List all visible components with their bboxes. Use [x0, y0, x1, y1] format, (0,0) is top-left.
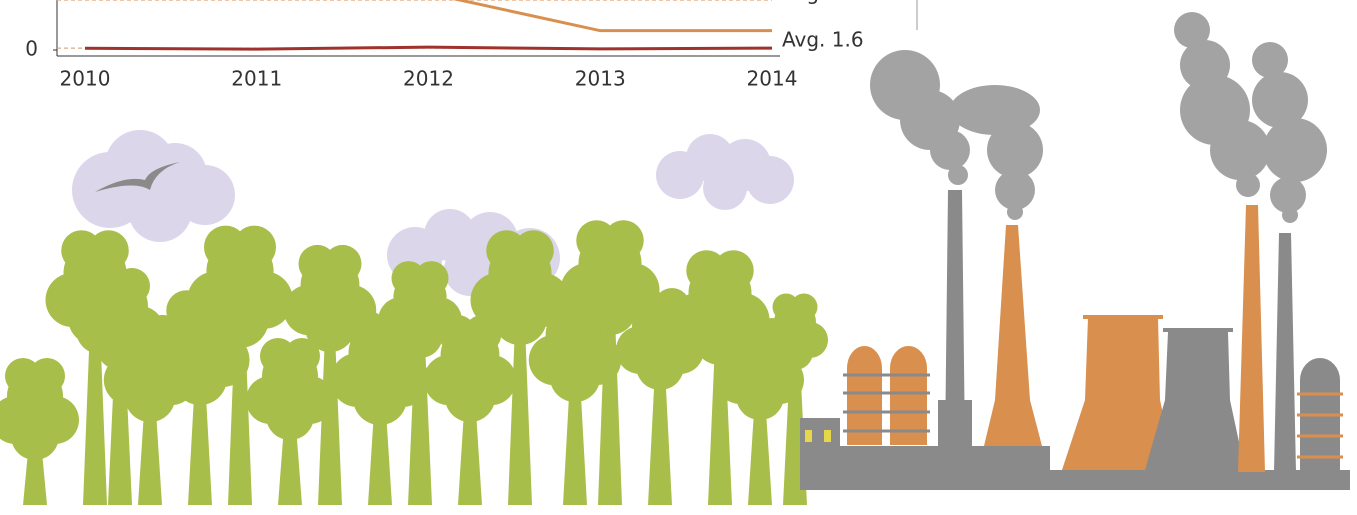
tree-canopy [444, 371, 496, 422]
tree-canopy [414, 261, 449, 296]
tree-canopy [583, 281, 637, 335]
y-tick-label: 0 [25, 37, 38, 61]
tree-trunk [108, 330, 132, 505]
tree-canopy [304, 301, 356, 352]
tree [470, 230, 570, 505]
tree-canopy [96, 322, 144, 370]
x-tick-label: 2011 [231, 67, 282, 91]
tree-canopy [777, 334, 813, 370]
tree [283, 244, 377, 505]
smoke [870, 12, 1327, 223]
tree-canopy [323, 244, 362, 283]
average-label: Avg. 43.8 [782, 0, 876, 5]
series-line [452, 0, 772, 33]
tree-canopy [493, 291, 547, 345]
tree-trunk [228, 300, 252, 505]
tree-canopy [211, 290, 269, 349]
tree-canopy [232, 225, 276, 269]
series-line [84, 45, 773, 51]
tree-canopy [603, 220, 644, 261]
bird [95, 162, 180, 192]
tree [187, 225, 293, 505]
average-label: Avg. 1.6 [782, 28, 864, 52]
tree [330, 310, 430, 505]
tree-canopy [88, 230, 129, 271]
tree-canopy [173, 351, 227, 405]
tree-canopy [114, 268, 150, 304]
illustration [0, 12, 1350, 505]
tree [0, 358, 79, 505]
tree-canopy [713, 250, 754, 291]
tree-canopy [736, 372, 784, 420]
tree-canopy [549, 351, 601, 402]
tree-canopy [29, 358, 65, 394]
tree-trunk [598, 290, 622, 505]
tree-canopy [11, 412, 59, 460]
x-tick-label: 2012 [403, 67, 454, 91]
tree-trunk [508, 300, 532, 505]
tree-trunk [318, 310, 342, 505]
cloud [72, 130, 235, 242]
tree [423, 314, 517, 505]
tree-canopy [790, 293, 818, 321]
cloud [656, 134, 794, 210]
forest [0, 220, 828, 505]
x-tick-label: 2010 [60, 67, 111, 91]
tree-canopy [353, 371, 407, 425]
tree [76, 268, 164, 505]
tree-trunk [408, 320, 432, 505]
factory [800, 190, 1350, 490]
x-tick-label: 2014 [747, 67, 798, 91]
tree-canopy [397, 312, 443, 359]
chart: 0 2010 2011 2012 2013 2014 Avg. 43.8 Avg. 1.6 [0, 0, 918, 91]
tree [378, 261, 462, 505]
tree-canopy [266, 392, 314, 440]
tree-canopy [513, 230, 554, 271]
x-tick-label: 2013 [575, 67, 626, 91]
tree-canopy [284, 338, 320, 374]
chart-background [0, 0, 917, 32]
tree [246, 338, 334, 505]
tree-canopy [636, 342, 684, 390]
tree-canopy [124, 371, 176, 422]
